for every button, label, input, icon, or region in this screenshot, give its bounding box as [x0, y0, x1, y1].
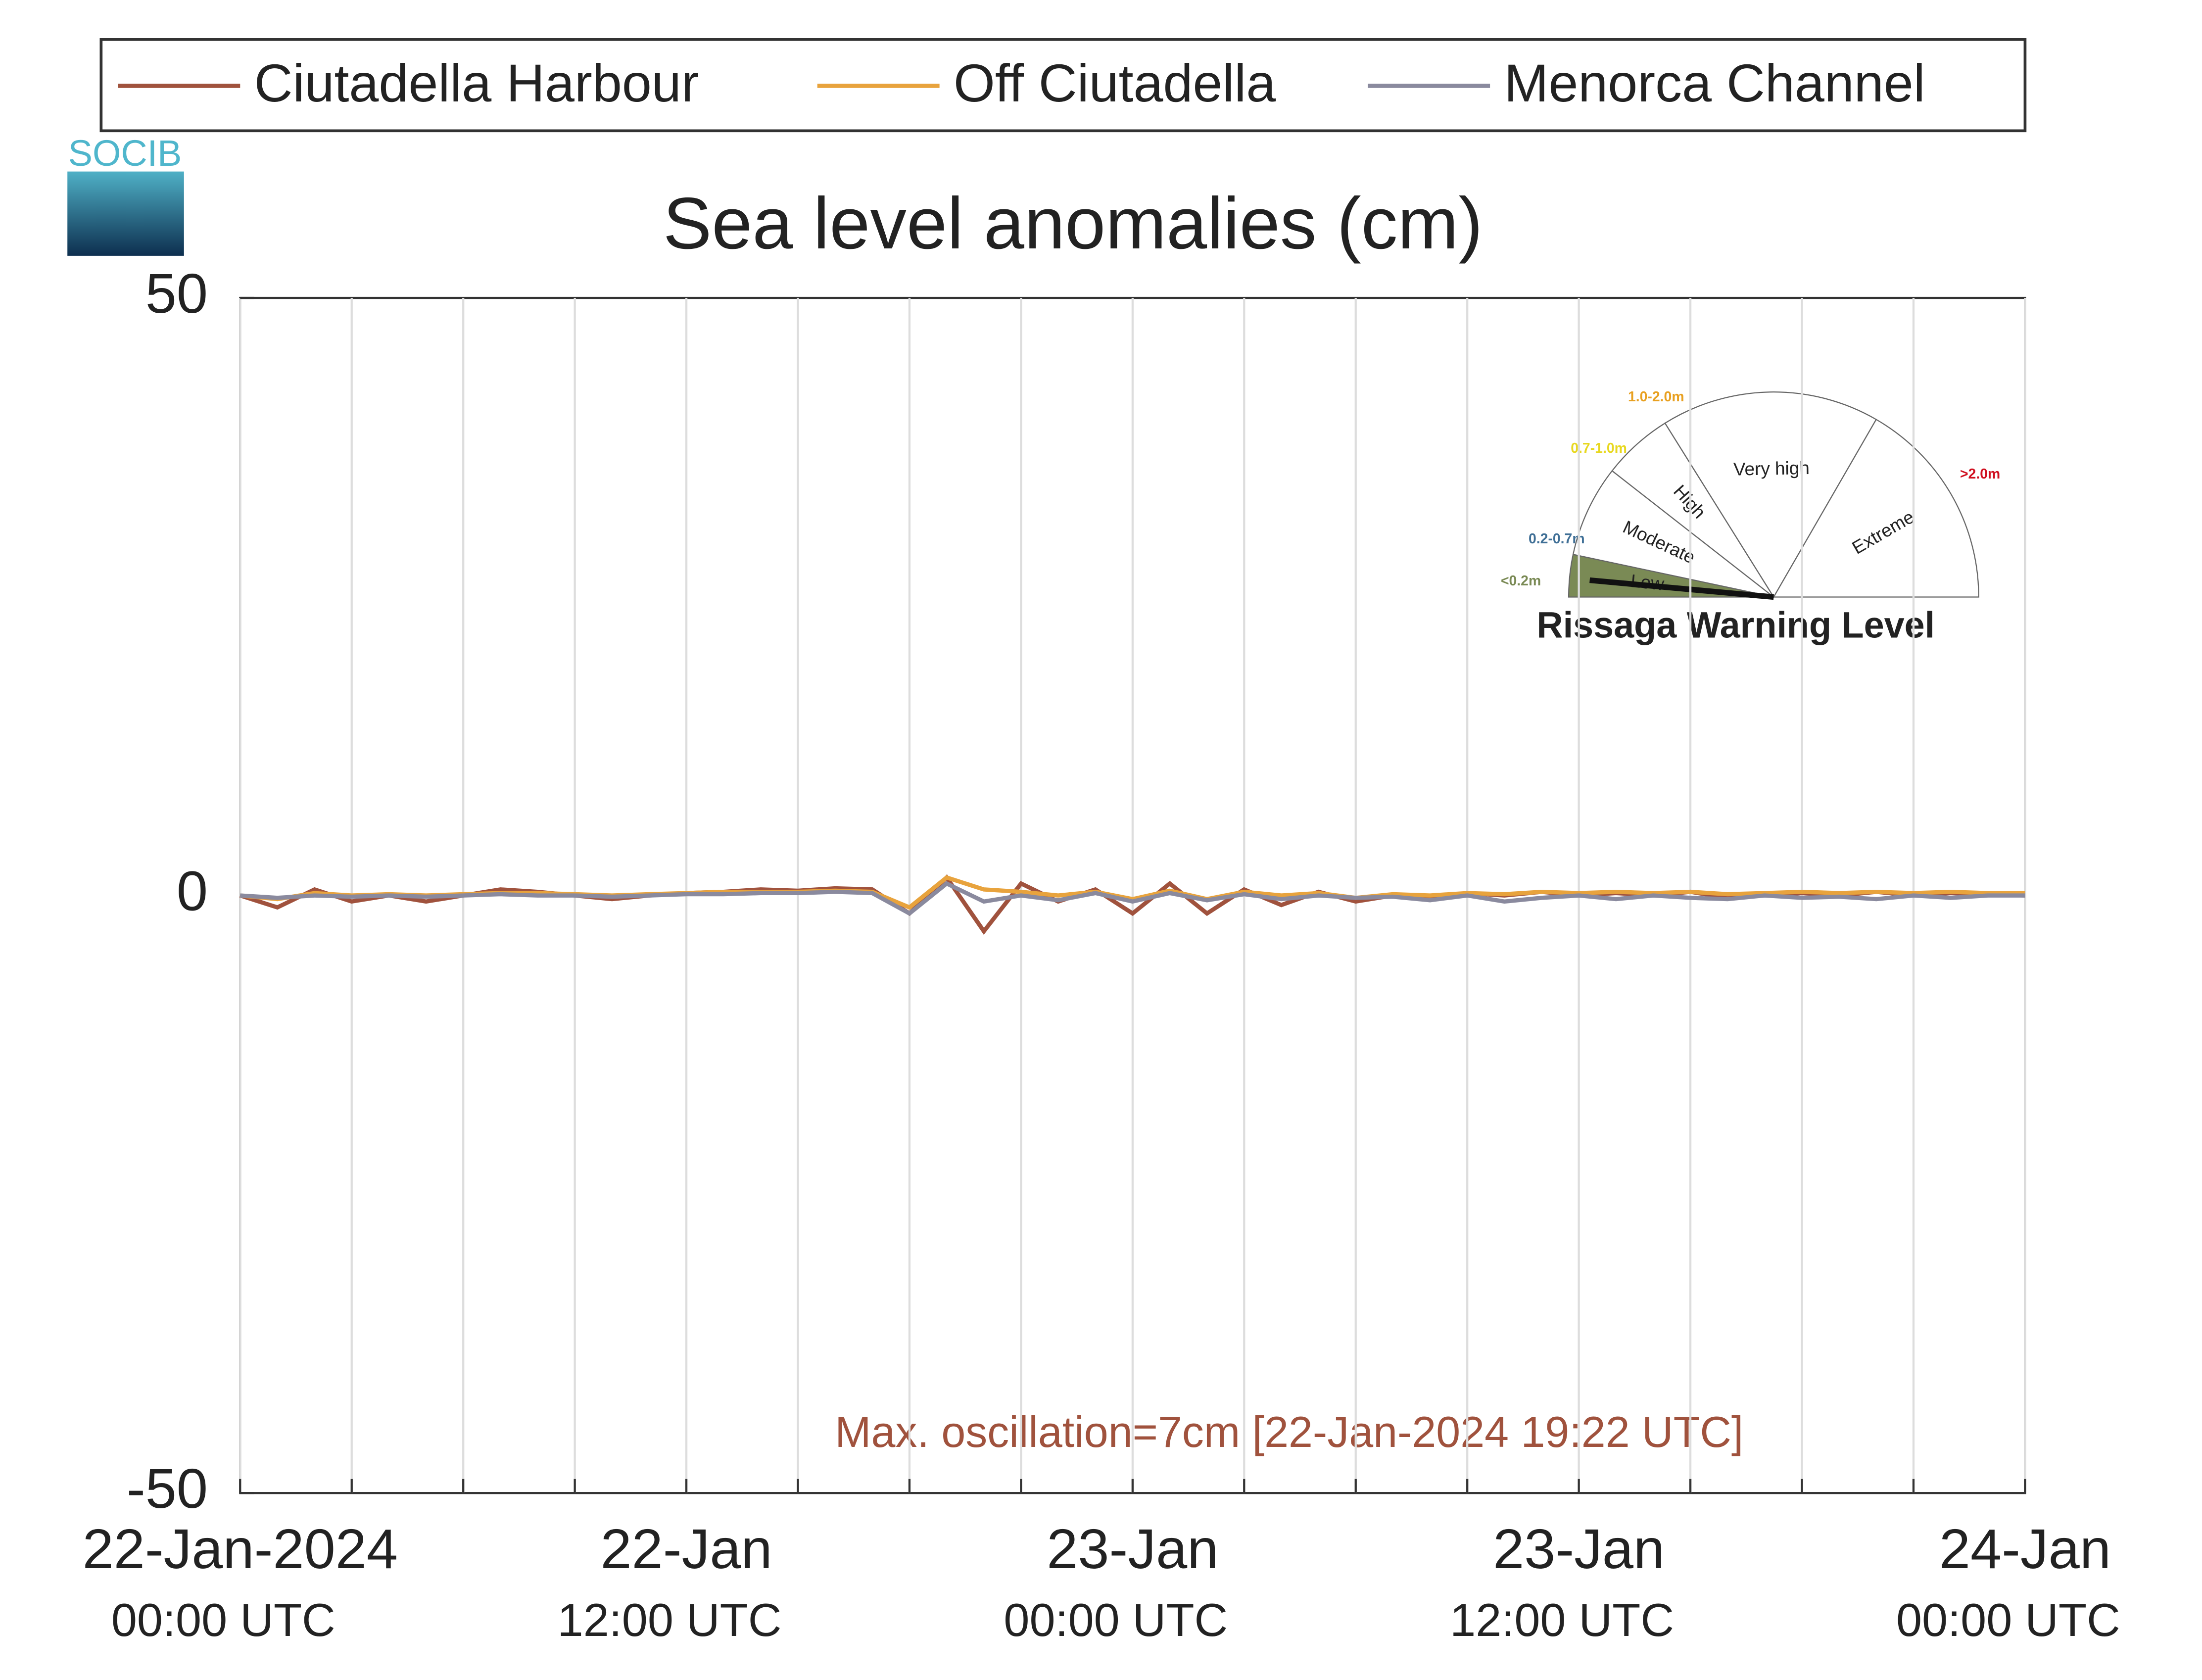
- gauge-range: <0.2m: [1501, 573, 1541, 589]
- gauge-range: >2.0m: [1960, 466, 2000, 482]
- x-tick-label: 22-Jan-2024: [83, 1518, 398, 1581]
- legend-label: Ciutadella Harbour: [254, 53, 699, 113]
- y-tick-label: 50: [145, 262, 208, 325]
- logo-box: [67, 171, 184, 256]
- x-tick-label: 23-Jan: [1493, 1518, 1665, 1581]
- gauge-sector: [1772, 419, 1979, 598]
- series-line: [239, 875, 2025, 910]
- y-tick-label: 0: [177, 860, 208, 923]
- gauge-range: 0.7-1.0m: [1571, 440, 1627, 456]
- gauge: Low<0.2mModerate0.2-0.7mHigh0.7-1.0mVery…: [1491, 344, 2011, 654]
- legend-label: Menorca Channel: [1504, 53, 1925, 113]
- gauge-level: Very high: [1733, 458, 1810, 480]
- gauge-sector: [1572, 470, 1774, 598]
- gauge-needle: [1589, 577, 1774, 600]
- x-tick-label: 00:00 UTC: [111, 1594, 335, 1646]
- gauge-range: 0.2-0.7m: [1529, 531, 1585, 547]
- y-tick-label: -50: [127, 1457, 208, 1520]
- gauge-sector: [1611, 422, 1774, 598]
- logo: SOCIB: [68, 133, 182, 174]
- chart-title: Sea level anomalies (cm): [663, 183, 1483, 264]
- x-tick-label: 00:00 UTC: [1004, 1594, 1228, 1646]
- legend-box: [99, 38, 2027, 133]
- gauge-sector: [1664, 391, 1877, 598]
- gauge-title: Rissaga Warning Level: [1536, 604, 1935, 645]
- x-tick-label: 24-Jan: [1939, 1518, 2111, 1581]
- gauge-range: 1.0-2.0m: [1628, 389, 1684, 405]
- series-line: [240, 881, 2025, 916]
- x-tick-label: 22-Jan: [601, 1518, 772, 1581]
- x-tick-label: 12:00 UTC: [558, 1594, 782, 1646]
- annotation: Max. oscillation=7cm [22-Jan-2024 19:22 …: [835, 1407, 1743, 1456]
- x-tick-label: 12:00 UTC: [1450, 1594, 1674, 1646]
- x-tick-label: 23-Jan: [1047, 1518, 1218, 1581]
- x-tick-label: 00:00 UTC: [1896, 1594, 2120, 1646]
- legend-label: Off Ciutadella: [954, 53, 1276, 113]
